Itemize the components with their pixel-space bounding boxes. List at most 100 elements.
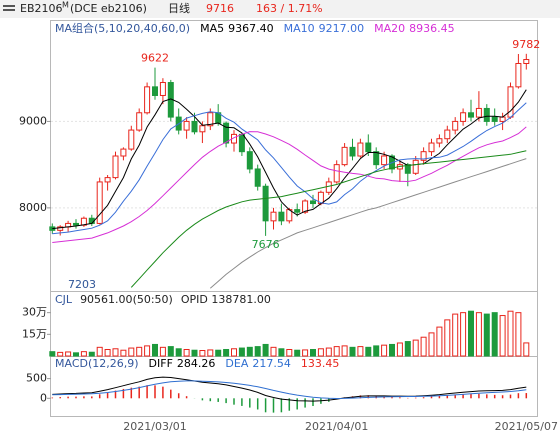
period[interactable]: 日线 bbox=[168, 1, 190, 15]
candle-body bbox=[112, 155, 119, 179]
y-tick-label: 9000 bbox=[19, 114, 47, 127]
volume-bar bbox=[333, 346, 340, 357]
legend-value: 9367.40 bbox=[228, 22, 274, 35]
volume-bar bbox=[120, 349, 127, 357]
macd-bar bbox=[162, 386, 164, 399]
volume-bar bbox=[436, 326, 443, 357]
candle-body bbox=[278, 211, 285, 222]
volume-bar bbox=[49, 351, 56, 357]
symbol-code: (DCE eb2106) bbox=[70, 2, 147, 15]
macd-bar bbox=[288, 398, 291, 411]
macd-bar bbox=[75, 396, 77, 399]
macd-bar bbox=[114, 390, 117, 399]
macd-bar bbox=[249, 398, 251, 408]
candle-body bbox=[373, 151, 380, 166]
macd-bar bbox=[177, 393, 180, 399]
macd-bar bbox=[67, 396, 69, 399]
legend-value: 133.45 bbox=[301, 357, 340, 370]
volume-bar bbox=[191, 349, 198, 357]
volume-bar bbox=[175, 348, 182, 357]
candle-body bbox=[310, 200, 316, 205]
volume-bar bbox=[365, 346, 372, 357]
candle-body bbox=[523, 59, 530, 64]
macd-bar bbox=[422, 397, 425, 399]
candle-body bbox=[183, 120, 190, 131]
volume-bar bbox=[444, 319, 451, 357]
macd-bar bbox=[272, 398, 275, 413]
volume-bar bbox=[452, 313, 459, 357]
macd-bar bbox=[201, 398, 204, 401]
volume-bar bbox=[317, 348, 324, 357]
macd-bar bbox=[454, 394, 456, 399]
candle-body bbox=[199, 125, 206, 133]
candle-body bbox=[128, 129, 135, 150]
candle-body bbox=[57, 226, 64, 231]
legend-extra: OPID 138781.00 bbox=[181, 293, 271, 306]
macd-bar bbox=[486, 394, 488, 399]
x-tick-label: 2021/03/01 bbox=[123, 420, 186, 433]
macd-bar bbox=[264, 398, 267, 413]
candle-body bbox=[428, 142, 435, 153]
macd-bar bbox=[517, 393, 520, 399]
candle-body bbox=[483, 107, 490, 122]
macd-bar bbox=[91, 396, 93, 399]
ma-line bbox=[130, 150, 527, 288]
y-tick-label: 0 bbox=[40, 391, 47, 404]
candle-body bbox=[349, 146, 356, 157]
candle-body bbox=[475, 107, 482, 118]
macd-bar bbox=[122, 388, 125, 399]
volume-bar bbox=[310, 348, 316, 357]
candle-body bbox=[499, 116, 506, 122]
volume-bar bbox=[389, 343, 395, 357]
macd-bar bbox=[138, 386, 140, 399]
candle-body bbox=[460, 112, 467, 122]
legend-name: MA10 bbox=[284, 22, 315, 35]
macd-bar bbox=[51, 397, 54, 399]
x-tick-label: 2021/05/07 bbox=[495, 420, 558, 433]
ma-line bbox=[52, 102, 527, 235]
macd-bar bbox=[106, 392, 109, 399]
volume-bar bbox=[199, 350, 206, 357]
y-tick-label: 15万 bbox=[22, 327, 47, 340]
candle-body bbox=[254, 168, 261, 187]
ma-line bbox=[209, 158, 527, 289]
candle-body bbox=[191, 120, 198, 133]
volume-bar bbox=[412, 339, 419, 357]
macd-bar bbox=[217, 398, 219, 402]
candle-body bbox=[333, 164, 340, 183]
macd-bar bbox=[414, 397, 417, 399]
volume-bar bbox=[381, 344, 388, 357]
volume-bar bbox=[136, 346, 143, 357]
candle-body bbox=[246, 151, 253, 170]
candle-body bbox=[104, 177, 111, 183]
annotation: 7203 bbox=[68, 278, 96, 291]
volume-bar bbox=[144, 345, 151, 357]
volume-bar bbox=[65, 351, 72, 357]
volume-bar bbox=[159, 346, 166, 357]
candle-body bbox=[207, 112, 214, 127]
candle-body bbox=[412, 159, 419, 174]
candle-body bbox=[270, 211, 277, 222]
volume-bar bbox=[223, 348, 230, 357]
candle-body bbox=[159, 82, 166, 96]
volume-bar bbox=[507, 310, 514, 357]
candle-body bbox=[223, 122, 230, 144]
volume-bar bbox=[483, 313, 490, 357]
volume-bar bbox=[468, 310, 474, 357]
macd-bar bbox=[367, 395, 370, 399]
volume-bar bbox=[302, 349, 309, 357]
ma-line bbox=[52, 126, 527, 243]
volume-bar bbox=[404, 341, 411, 357]
low-label: 7676 bbox=[252, 238, 280, 251]
volume-bar bbox=[396, 342, 403, 357]
candle-body bbox=[444, 129, 451, 140]
macd-bar bbox=[130, 387, 133, 399]
legend-value: 8936.45 bbox=[409, 22, 455, 35]
volume-bar bbox=[349, 346, 356, 357]
candle-body bbox=[294, 209, 301, 213]
volume-bar bbox=[475, 312, 482, 357]
y-tick-label: 500 bbox=[26, 372, 47, 385]
menu-icon[interactable] bbox=[3, 5, 15, 11]
